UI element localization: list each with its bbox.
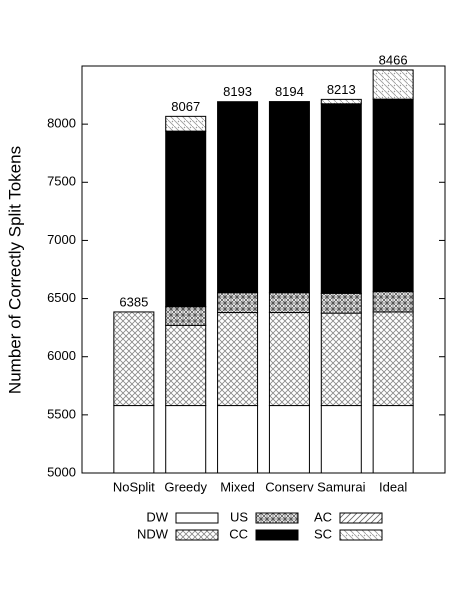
bar-segment [217, 292, 259, 314]
bar-segment [217, 101, 259, 294]
total-label: 8213 [327, 82, 356, 97]
total-label: 8193 [223, 84, 252, 99]
legend-swatch [175, 512, 219, 524]
y-axis-label: Number of Correctly Split Tokens [5, 146, 24, 394]
legend-label: CC [229, 526, 248, 541]
x-tick-label: Ideal [379, 479, 407, 494]
bar-segment [372, 98, 414, 293]
bar-segment [320, 292, 362, 314]
x-tick-label: Greedy [164, 479, 207, 494]
legend-swatch [175, 529, 219, 541]
legend-label: US [230, 509, 248, 524]
x-tick-label: NoSplit [113, 479, 155, 494]
bar-segment [372, 69, 414, 100]
bar-segment [217, 405, 259, 474]
y-tick-label: 6500 [47, 290, 76, 305]
x-tick-label: Mixed [220, 479, 255, 494]
plot-frame [81, 65, 446, 474]
bar-segment [268, 292, 310, 314]
bar-segment [165, 130, 207, 308]
bar-segment [268, 405, 310, 474]
bar-segment [165, 405, 207, 474]
bar-segment [372, 311, 414, 407]
bar-segment [113, 311, 155, 407]
y-tick-label: 6000 [47, 348, 76, 363]
bar-segment [165, 306, 207, 326]
bar-segment [165, 324, 207, 407]
legend-swatch [255, 529, 299, 541]
bar-segment [320, 98, 362, 105]
y-tick-label: 5500 [47, 406, 76, 421]
legend-label: SC [314, 526, 332, 541]
y-tick-label: 8000 [47, 116, 76, 131]
bar-segment [113, 405, 155, 474]
x-tick-label: Samurai [317, 479, 366, 494]
legend-label: DW [146, 509, 168, 524]
legend-swatch [255, 512, 299, 524]
y-tick-label: 5000 [47, 464, 76, 479]
bar-segment [372, 405, 414, 474]
total-label: 6385 [119, 294, 148, 309]
y-tick-label: 7500 [47, 174, 76, 189]
bar-segment [372, 291, 414, 313]
bar-segment [217, 312, 259, 407]
bar-segment [320, 312, 362, 407]
total-label: 8466 [379, 52, 408, 67]
total-label: 8194 [275, 84, 304, 99]
legend-label: AC [314, 509, 332, 524]
legend-swatch [339, 512, 383, 524]
total-label: 8067 [171, 99, 200, 114]
bar-segment [320, 103, 362, 294]
y-tick-label: 7000 [47, 232, 76, 247]
bar-segment [268, 312, 310, 407]
bar-segment [165, 115, 207, 132]
legend-swatch [339, 529, 383, 541]
x-tick-label: Conserv [265, 479, 314, 494]
bar-segment [268, 101, 310, 294]
bar-segment [320, 405, 362, 474]
legend-label: NDW [137, 526, 169, 541]
